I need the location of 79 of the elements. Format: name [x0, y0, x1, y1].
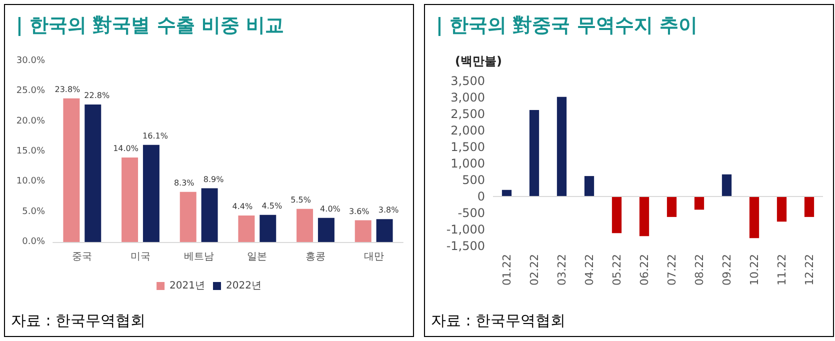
data-label: 3.8%	[378, 206, 400, 215]
y-tick-label: 500	[462, 173, 485, 187]
x-tick-label: 홍콩	[306, 252, 326, 262]
bar	[84, 104, 102, 242]
bar	[296, 208, 314, 242]
bar	[502, 190, 512, 196]
x-tick-label: 중국	[72, 252, 92, 262]
x-tick-label: 08.22	[692, 254, 706, 286]
x-tick-label: 미국	[130, 252, 150, 262]
x-tick-label: 07.22	[665, 254, 678, 286]
x-tick-label: 05.22	[610, 254, 624, 286]
y-tick-label: 25.0%	[16, 86, 46, 96]
legend-label: 2022년	[226, 280, 262, 292]
data-label: 4.4%	[232, 202, 254, 211]
data-label: 16.1%	[142, 131, 168, 140]
legend-label: 2021년	[170, 280, 206, 292]
y-tick-label: 10.0%	[16, 176, 46, 187]
bar	[122, 158, 138, 242]
data-label: 8.9%	[203, 174, 224, 184]
bar	[318, 218, 334, 242]
bar	[180, 192, 196, 242]
bar	[556, 96, 567, 196]
data-label: 23.8%	[54, 84, 81, 94]
bar	[749, 196, 760, 238]
data-label: 8.3%	[174, 178, 195, 188]
x-tick-label: 06.22	[638, 254, 651, 286]
y-tick-label: 30.0%	[16, 56, 46, 66]
data-label: 3.6%	[348, 206, 370, 216]
chart-title: | 한국의 對중국 무역수지 추이	[436, 14, 698, 36]
y-tick-label: 0	[477, 190, 485, 204]
x-tick-label: 일본	[247, 252, 268, 262]
x-tick-label: 02.22	[528, 254, 541, 286]
bar	[666, 196, 677, 217]
bar	[776, 196, 787, 222]
bar	[529, 110, 540, 196]
text: 자료 : 한국무역협회	[11, 312, 146, 330]
bar	[238, 215, 255, 242]
bar	[804, 196, 814, 217]
y-axis-title: (백만불)	[455, 54, 502, 68]
bar	[722, 174, 732, 196]
y-tick-label: 20.0%	[16, 116, 46, 126]
text: 자료 : 한국무역협회	[431, 312, 566, 330]
y-tick-label: 0.0%	[22, 237, 46, 247]
x-tick-label: 10.22	[748, 254, 761, 286]
bar	[260, 214, 276, 242]
y-tick-label: 3,500	[450, 74, 485, 88]
data-label: 4.5%	[262, 201, 282, 210]
y-tick-label: -1,000	[446, 222, 485, 236]
y-tick-label: 1,000	[450, 156, 485, 170]
data-label: 14.0%	[113, 144, 139, 154]
bar	[201, 188, 218, 242]
x-tick-label: 대만	[364, 252, 384, 262]
bar	[376, 219, 393, 242]
bar	[142, 144, 160, 242]
bar	[584, 176, 594, 196]
x-tick-label: 03.22	[555, 254, 568, 286]
x-tick-label: 베트남	[184, 252, 214, 262]
bar	[612, 196, 622, 234]
bar	[63, 98, 80, 242]
bar	[354, 220, 372, 242]
y-tick-label: 3,000	[450, 90, 485, 104]
x-tick-label: 01.22	[500, 254, 514, 286]
y-tick-label: 5.0%	[22, 206, 46, 217]
y-tick-label: -500	[458, 206, 485, 220]
y-tick-label: -1,500	[446, 239, 485, 253]
y-tick-label: 15.0%	[16, 146, 46, 156]
bar	[694, 196, 704, 210]
x-tick-label: 12.22	[802, 254, 816, 286]
data-label: 5.5%	[290, 195, 312, 204]
data-label: 4.0%	[320, 204, 341, 214]
data-label: 22.8%	[84, 90, 110, 100]
y-tick-label: 2,000	[450, 124, 485, 138]
y-tick-label: 2,500	[450, 107, 485, 121]
y-tick-label: 1,500	[450, 140, 485, 154]
x-tick-label: 04.22	[582, 254, 596, 286]
bar	[639, 196, 650, 236]
x-tick-label: 11.22	[775, 254, 788, 286]
x-tick-label: 09.22	[720, 254, 734, 286]
chart-title: | 한국의 對국별 수출 비중 비교	[16, 14, 284, 36]
